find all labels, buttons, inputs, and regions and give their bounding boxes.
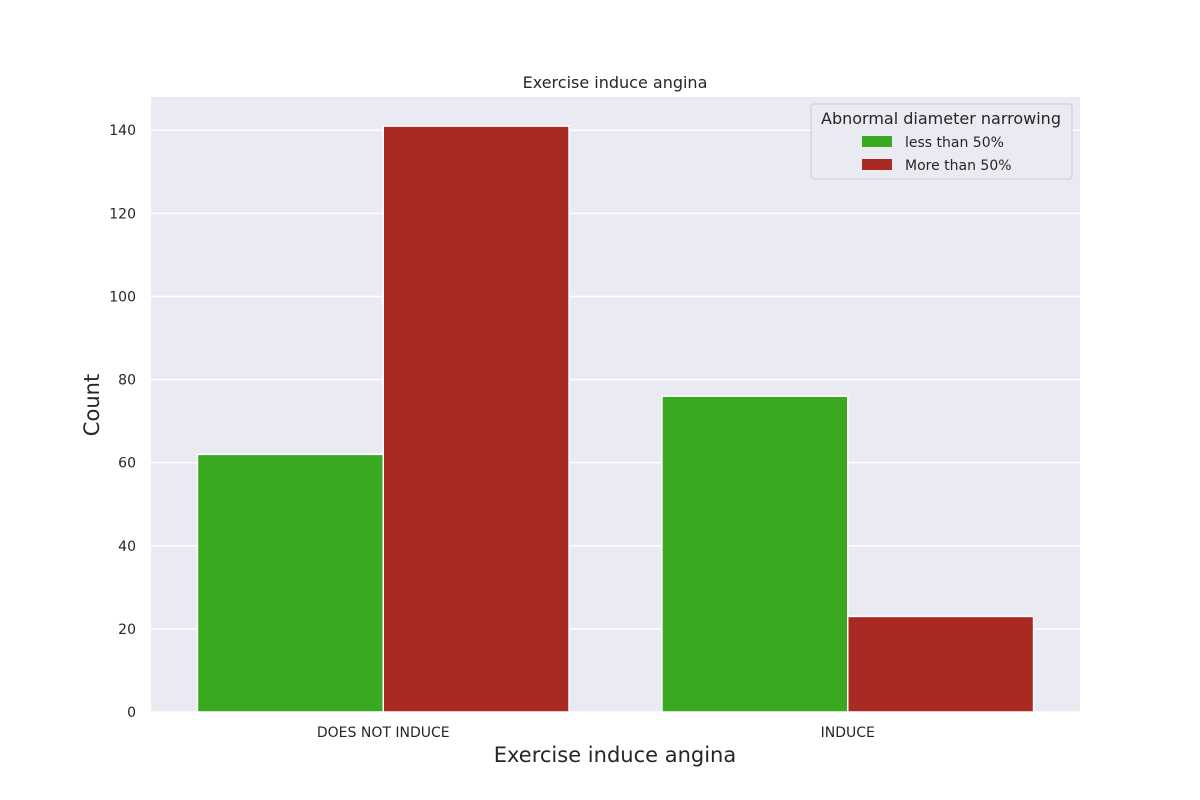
bar: [196, 453, 384, 713]
y-tick-label: 20: [118, 622, 136, 638]
y-tick-label: 120: [109, 206, 136, 222]
x-axis-label: Exercise induce angina: [494, 743, 737, 767]
legend-label-more-than-50: More than 50%: [905, 158, 1012, 174]
x-tick-label: INDUCE: [821, 725, 875, 741]
y-tick-label: 140: [109, 123, 136, 139]
legend-title: Abnormal diameter narrowing: [821, 109, 1061, 128]
y-axis-label: Count: [80, 374, 104, 436]
y-tick-labels: 0 20 40 60 80 100 120 140: [109, 123, 136, 721]
legend-swatch-less-than-50: [862, 136, 892, 147]
y-tick-label: 0: [127, 705, 136, 721]
legend-label-less-than-50: less than 50%: [905, 135, 1004, 151]
bar: [847, 615, 1035, 713]
y-tick-label: 80: [118, 373, 136, 389]
bar: [661, 395, 849, 713]
x-tick-labels: DOES NOT INDUCE INDUCE: [317, 725, 875, 741]
y-tick-label: 100: [109, 289, 136, 305]
legend: Abnormal diameter narrowing less than 50…: [810, 103, 1073, 180]
bars: [196, 125, 1035, 713]
x-tick-label: DOES NOT INDUCE: [317, 725, 450, 741]
bar: [382, 125, 570, 713]
y-tick-label: 40: [118, 539, 136, 555]
legend-swatch-more-than-50: [862, 159, 892, 170]
chart-title: Exercise induce angina: [523, 73, 708, 92]
y-tick-label: 60: [118, 456, 136, 472]
